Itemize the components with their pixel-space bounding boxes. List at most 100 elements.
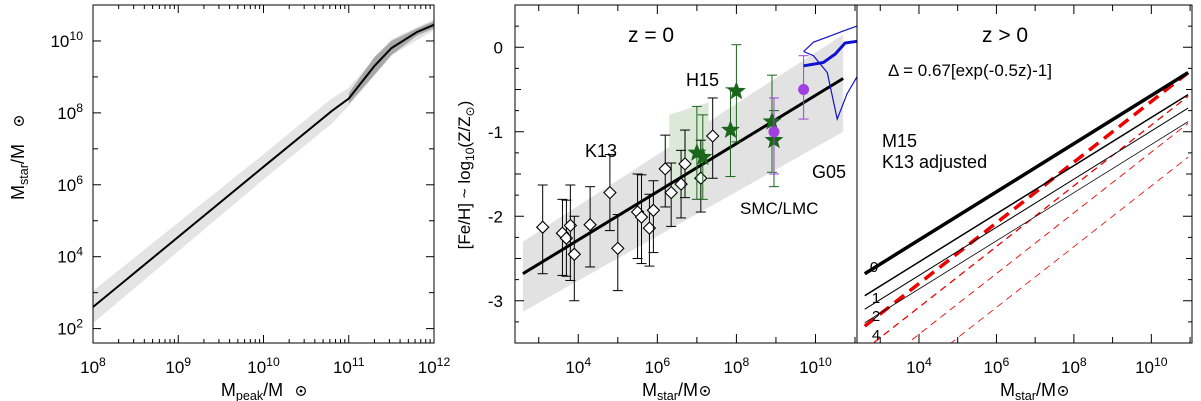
z-value-label: 0	[870, 259, 878, 276]
k13-label: K13	[585, 141, 617, 161]
y-tick-label: 102	[57, 317, 83, 339]
legend-m15: M15	[882, 131, 917, 151]
x-tick-label-exp: 6	[663, 355, 670, 369]
x-axis-label: Mstar/M	[642, 380, 698, 401]
x-tick-label: 104	[565, 355, 591, 377]
x-tick-label: 1011	[333, 355, 365, 377]
y-tick-label-base: 10	[57, 320, 76, 339]
k13-fit-line	[522, 77, 844, 275]
y-tick-label: -2	[488, 207, 503, 226]
k13-point	[583, 217, 597, 232]
x-tick-label: 108	[724, 355, 750, 377]
panel-title: z > 0	[982, 24, 1028, 47]
k13-point	[634, 210, 649, 224]
x-tick-label-base: 10	[1135, 358, 1154, 377]
y-tick-label: 108	[57, 101, 83, 123]
x-tick-label-base: 10	[906, 358, 925, 377]
y-tick-label: 106	[57, 173, 83, 195]
x-tick-label-base: 10	[418, 358, 437, 377]
x-axis-sun-dot	[299, 389, 303, 393]
x-tick-label: 108	[1061, 355, 1087, 377]
x-tick-label-exp: 8	[742, 355, 749, 369]
scatter-band-inner	[348, 21, 434, 104]
x-axis-sun-dot	[703, 389, 707, 393]
k13-point	[705, 129, 720, 143]
x-tick-label-exp: 4	[925, 355, 932, 369]
y-tick-label-base: 10	[57, 104, 76, 123]
m15-line	[863, 71, 1190, 328]
k13-point	[535, 220, 550, 234]
x-axis-sun-ring	[699, 386, 710, 397]
k13-adjusted-line	[863, 71, 1190, 276]
y-tick-label-exp: 10	[69, 29, 83, 43]
g05-label: G05	[812, 162, 846, 182]
k13-adjusted-line	[864, 107, 1189, 310]
x-tick-label-exp: 9	[184, 355, 191, 369]
x-tick-label: 1010	[247, 355, 280, 377]
y-tick-label: 1010	[50, 29, 83, 51]
y-axis-label: [Fe/H] ~ log10(Z/Z⊙)	[455, 101, 477, 250]
k13-point	[646, 203, 661, 218]
y-tick-label-base: 10	[50, 32, 69, 51]
smhm-relation-line	[92, 23, 435, 308]
k13-point	[658, 162, 672, 176]
k13-point	[678, 157, 692, 171]
x-tick-label: 106	[644, 355, 670, 377]
delta-formula: Δ = 0.67[exp(-0.5z)-1]	[888, 61, 1052, 80]
y-axis-label: Mstar/M	[8, 144, 31, 200]
x-tick-label: 106	[984, 355, 1010, 377]
smc-lmc-label: SMC/LMC	[740, 199, 818, 218]
scatter-band-outer	[93, 19, 434, 324]
x-tick-label-base: 10	[1061, 358, 1080, 377]
x-tick-label: 1010	[1135, 355, 1168, 377]
k13-point	[664, 185, 678, 200]
x-tick-label-base: 10	[724, 358, 743, 377]
y-tick-label: -1	[488, 123, 503, 142]
smc-lmc-point	[768, 126, 780, 138]
x-tick-label-exp: 8	[99, 355, 106, 369]
smc-lmc-point	[798, 84, 810, 95]
g05-upper-line	[803, 25, 858, 52]
x-tick-label: 108	[80, 355, 106, 377]
x-tick-label: 1012	[418, 355, 451, 377]
x-axis-sun-ring	[296, 386, 307, 397]
y-axis-sun-ring	[14, 115, 25, 126]
h15-point	[726, 81, 746, 100]
z-value-label: 1	[872, 290, 880, 307]
x-tick-label-exp: 4	[584, 355, 591, 369]
h15-point	[693, 147, 713, 166]
y-tick-label: -3	[488, 292, 503, 311]
y-tick-label-exp: 8	[76, 101, 83, 115]
k13-point	[611, 241, 625, 256]
x-tick-label-base: 10	[799, 358, 818, 377]
m15-line	[950, 156, 1189, 343]
x-tick-label-base: 10	[165, 358, 184, 377]
x-tick-label-base: 10	[247, 358, 266, 377]
k13-point	[603, 185, 617, 200]
x-tick-label-exp: 10	[818, 355, 832, 369]
x-tick-label-exp: 11	[352, 355, 365, 369]
x-axis-label: Mpeak/M	[221, 380, 283, 401]
k13-point	[567, 247, 582, 262]
x-tick-label-exp: 10	[266, 355, 280, 369]
x-tick-label-base: 10	[984, 358, 1003, 377]
x-tick-label-base: 10	[80, 358, 99, 377]
g05-median-line	[803, 39, 858, 68]
x-axis-sun-ring	[1057, 386, 1068, 397]
x-tick-label: 109	[165, 355, 191, 377]
y-tick-label-base: 10	[57, 248, 76, 267]
panel-left: 108 109 1010 1011 10121021041061081010Mpeak/…	[8, 4, 451, 401]
k13-adjusted-line	[864, 93, 1189, 297]
k13-adjusted-line	[864, 121, 1189, 324]
x-tick-label-base: 10	[565, 358, 584, 377]
y-tick-label: 104	[57, 245, 83, 267]
z-value-label: 4	[872, 327, 880, 344]
x-tick-label-exp: 6	[1002, 355, 1009, 369]
x-tick-label-exp: 12	[437, 355, 451, 369]
g05-lower-line	[803, 50, 858, 122]
y-tick-label-exp: 6	[76, 173, 83, 187]
right-lines-group	[863, 71, 1190, 343]
x-axis-label: Mstar/M	[1000, 380, 1056, 401]
